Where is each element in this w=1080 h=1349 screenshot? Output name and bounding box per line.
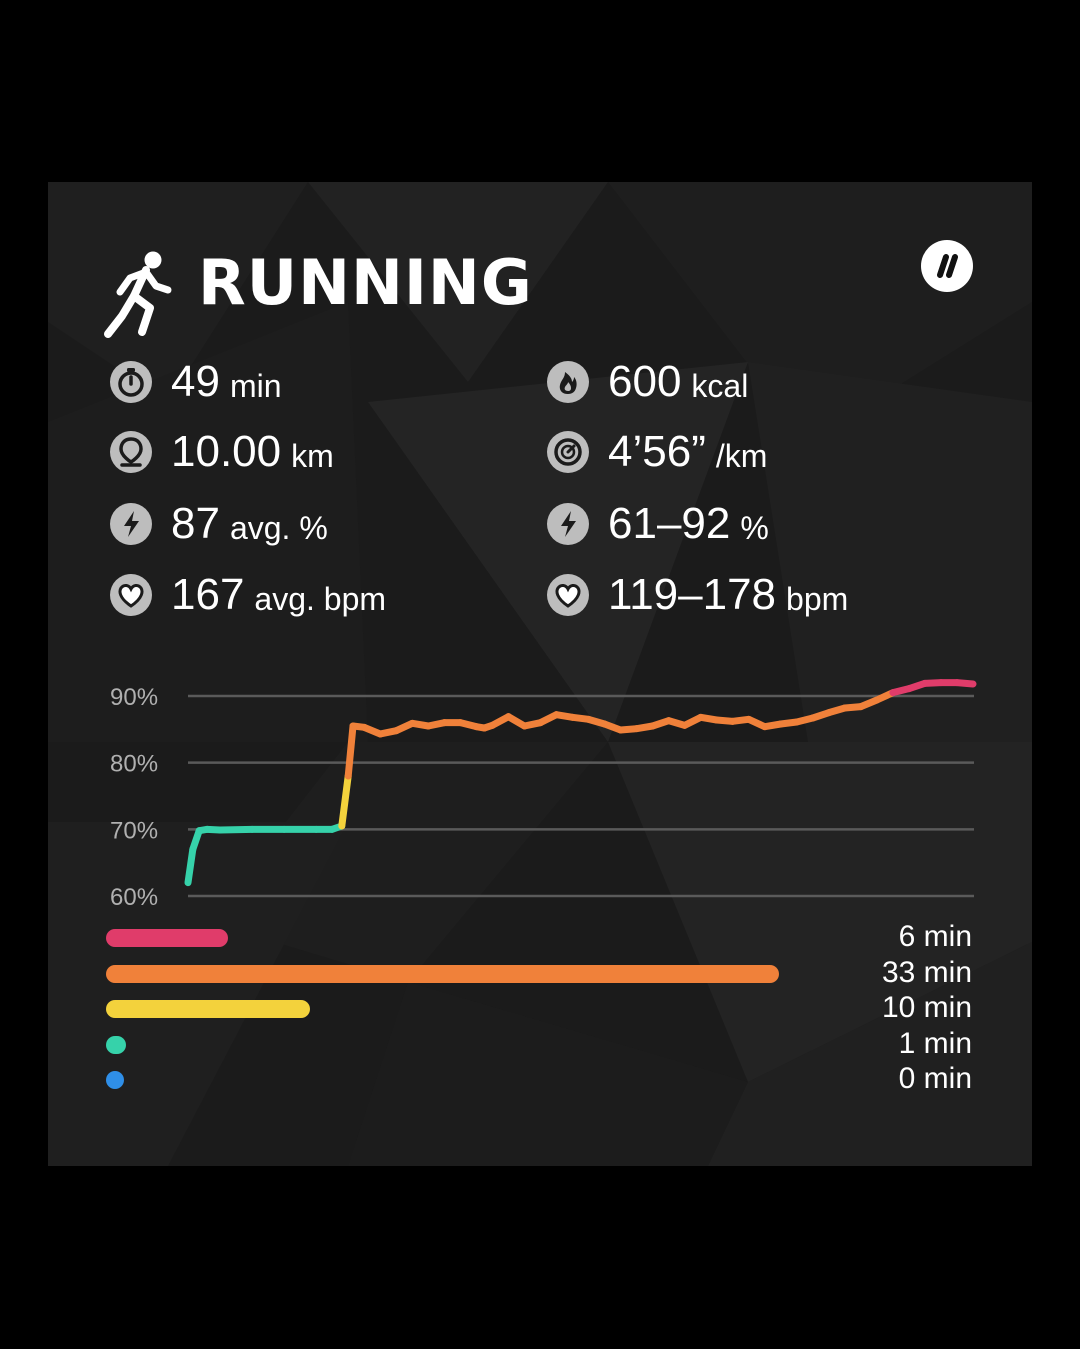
stat-unit: min: [229, 367, 282, 404]
location-pin-icon: [110, 431, 152, 473]
heart-icon: [110, 574, 152, 616]
lightning-icon: [547, 503, 589, 545]
stat-left-3: 167 avg. bpm: [110, 570, 386, 620]
intensity-chart: 90% 80% 70% 60%: [110, 679, 977, 911]
running-person-icon: [104, 251, 172, 338]
heart-icon: [547, 574, 589, 616]
zone-duration-label: 6 min: [898, 920, 972, 953]
workout-summary-card: RUNNING 49 min 10.00 km 87 avg. % 167 avg. bpm 6…: [48, 182, 1032, 1166]
stat-value: 61–92: [608, 499, 731, 548]
stat-left-1: 10.00 km: [110, 427, 334, 477]
stat-unit: km: [291, 437, 334, 474]
stat-value: 600: [608, 357, 682, 406]
flame-icon: [547, 361, 589, 403]
intensity-line-segment: [953, 679, 977, 688]
brand-logo-icon[interactable]: [921, 240, 973, 292]
y-tick-label: 60%: [110, 884, 158, 911]
stopwatch-icon: [110, 361, 152, 403]
stat-value: 167: [171, 570, 245, 619]
stat-unit: kcal: [691, 367, 749, 404]
stat-value: 87: [171, 499, 220, 548]
stat-right-3: 119–178 bpm: [547, 570, 848, 620]
stat-value: 10.00: [171, 427, 282, 476]
zone-bar: [106, 1035, 127, 1054]
zone-duration-label: 0 min: [898, 1062, 972, 1095]
lightning-icon: [110, 503, 152, 545]
stat-right-2: 61–92%: [547, 499, 769, 549]
y-tick-label: 90%: [110, 684, 158, 711]
intensity-line-segment: [344, 722, 357, 780]
zone-duration-label: 33 min: [881, 955, 972, 989]
intensity-line-segment: [338, 772, 352, 830]
stat-right-0: 600 kcal: [547, 357, 748, 407]
stat-unit: bpm: [786, 580, 849, 617]
stat-unit: avg. bpm: [254, 580, 387, 617]
stat-value: 119–178: [608, 570, 777, 619]
stat-value: 4’56”: [608, 427, 706, 476]
zone-bar: [106, 964, 779, 983]
zone-duration-label: 10 min: [881, 991, 972, 1024]
zone-bar: [106, 1000, 310, 1018]
intensity-line-segment: [216, 825, 256, 834]
stat-right-1: 4’56”/km: [547, 427, 767, 477]
speedometer-icon: [547, 431, 589, 473]
stat-unit: /km: [715, 437, 768, 474]
stat-value: 49: [171, 357, 220, 406]
activity-title: RUNNING: [198, 246, 533, 319]
y-tick-label: 80%: [110, 751, 158, 778]
stat-left-0: 49 min: [110, 357, 282, 407]
intensity-line-segment: [184, 845, 197, 887]
stat-left-2: 87 avg. %: [110, 499, 328, 549]
y-tick-label: 70%: [110, 817, 158, 844]
card-background-pattern: [48, 182, 1032, 1166]
stat-unit: avg. %: [229, 509, 328, 546]
zone-bar: [106, 1071, 124, 1089]
zone-bar: [106, 929, 229, 947]
zone-duration-label: 1 min: [898, 1026, 972, 1060]
stat-unit: %: [740, 509, 769, 546]
